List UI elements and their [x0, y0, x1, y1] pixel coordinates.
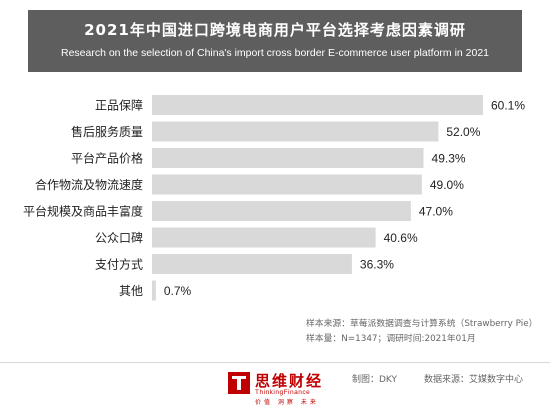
bar — [152, 148, 424, 168]
value-label: 49.0% — [430, 178, 464, 192]
sample-size-note: 样本量：N=1347；调研时间:2021年01月 — [306, 334, 476, 344]
category-label: 公众口碑 — [95, 230, 143, 245]
thinkingfinance-logo-icon — [228, 372, 250, 394]
category-label: 平台规模及商品丰富度 — [23, 204, 143, 219]
chart-title: 2021年中国进口跨境电商用户平台选择考虑因素调研 — [84, 21, 466, 39]
value-label: 0.7% — [164, 284, 192, 298]
brand-english: ThinkingFinance — [255, 389, 311, 396]
category-label: 售后服务质量 — [71, 124, 143, 139]
bar — [152, 174, 422, 195]
bar — [152, 201, 411, 221]
chart-maker: 制图：DKY — [352, 375, 398, 385]
brand-slogan: 价值 洞察 未来 — [255, 399, 319, 406]
value-label: 60.1% — [491, 99, 525, 113]
category-label: 平台产品价格 — [71, 151, 143, 166]
chart-header: 2021年中国进口跨境电商用户平台选择考虑因素调研 Research on th… — [28, 10, 522, 72]
brand-name: 思维财经 — [255, 372, 324, 390]
bar — [152, 95, 483, 115]
category-label: 支付方式 — [95, 257, 143, 272]
category-label: 合作物流及物流速度 — [35, 177, 143, 192]
value-label: 52.0% — [446, 125, 480, 139]
footer-divider — [0, 362, 550, 363]
data-source: 数据来源：艾媒数字中心 — [424, 375, 524, 385]
chart-subtitle: Research on the selection of China's imp… — [60, 47, 490, 59]
bar — [152, 280, 156, 301]
sample-source-note: 样本来源：草莓派数据调查与计算系统（Strawberry Pie） — [306, 319, 538, 329]
value-label: 49.3% — [432, 152, 466, 166]
bar — [152, 254, 352, 274]
category-label: 其他 — [119, 284, 143, 298]
value-label: 40.6% — [384, 231, 418, 245]
bar — [152, 227, 376, 248]
category-label: 正品保障 — [95, 98, 143, 113]
bar-chart: 正品保障 60.1% 售后服务质量 52.0% 平台产品价格 49.3% 合作物流及物流速度… — [23, 95, 525, 301]
value-label: 47.0% — [419, 205, 453, 219]
bar — [152, 121, 439, 142]
value-label: 36.3% — [360, 258, 394, 272]
